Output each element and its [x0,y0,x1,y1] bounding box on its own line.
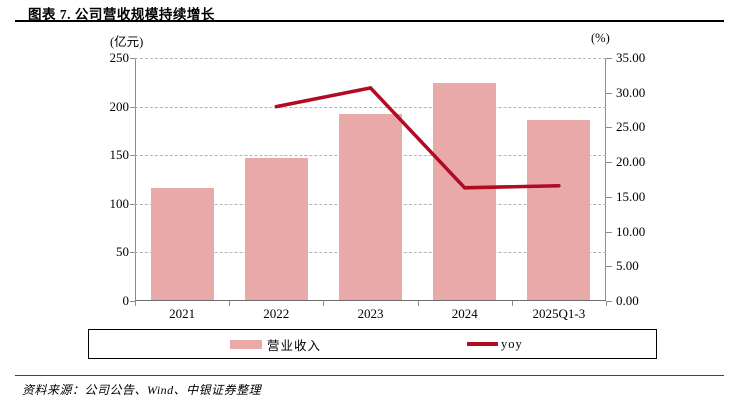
left-axis-line [135,58,136,301]
left-axis-tick [130,252,135,254]
x-axis-category-label: 2024 [451,306,478,321]
figure-title: 图表 7. 公司营收规模持续增长 [28,7,215,22]
x-axis-tick [417,301,419,306]
right-axis-tick-label: 35.00 [616,50,646,65]
yoy-line-swatch-icon [467,342,498,346]
revenue-bar [527,120,591,300]
right-axis-tick [606,127,612,129]
revenue-bar [433,83,497,300]
x-axis-tick [229,301,231,306]
legend: 营业收入 yoy [88,329,657,359]
revenue-bar-swatch-icon [230,339,262,349]
yoy-line [274,85,561,190]
x-axis-tick [323,301,325,306]
left-axis-tick-label: 200 [109,98,130,114]
right-axis-tick-label: 25.00 [616,119,646,135]
legend-label-yoy: yoy [501,336,523,351]
left-axis-tick-label: 250 [109,50,130,65]
revenue-bar [150,188,214,300]
legend-item-yoy: yoy [467,330,523,358]
left-axis-tick [130,203,135,205]
left-axis-tick-label: 50 [116,244,129,260]
right-axis-tick-label: 20.00 [616,154,646,170]
right-axis-tick [606,231,612,233]
right-axis-tick [606,301,612,302]
left-axis-tick-label: 150 [109,147,130,163]
x-axis-tick [606,301,607,306]
left-axis-tick [130,106,135,108]
source-note: 资料来源：公司公告、Wind、中银证券整理 [22,383,262,397]
left-axis-tick [130,58,135,59]
gridline [135,106,606,108]
right-axis-tick [606,162,612,164]
x-axis-category-label: 2021 [169,306,196,321]
plot-area [135,58,606,301]
right-axis-tick-label: 10.00 [616,223,646,239]
right-axis-tick [606,92,612,94]
right-axis-tick-label: 30.00 [616,84,646,100]
right-axis-tick-label: 0.00 [616,293,639,308]
left-axis-tick-label: 0 [122,293,130,308]
right-axis-tick-label: 15.00 [616,188,646,204]
x-axis-tick [511,301,513,306]
right-axis-line [605,58,606,301]
right-axis-unit-label: (%) [591,31,610,45]
x-axis-category-label: 2023 [357,306,384,321]
right-axis-tick [606,58,612,59]
x-axis-line [135,300,606,301]
revenue-bar [244,158,308,300]
gridline [135,58,606,59]
x-axis-category-label: 2022 [263,306,290,321]
footer-divider [15,375,724,376]
x-axis-category-label: 2025Q1-3 [532,306,586,321]
revenue-bar [339,114,402,300]
left-axis-tick [130,301,135,302]
legend-label-revenue: 营业收入 [267,338,322,353]
right-axis-tick-label: 5.00 [616,258,639,274]
left-axis-tick [130,155,135,157]
left-axis-tick-label: 100 [109,195,130,211]
x-axis-tick [135,301,136,306]
legend-item-revenue: 营业收入 [230,330,321,358]
right-axis-tick [606,196,612,198]
title-divider [15,20,724,22]
left-axis-unit-label: (亿元) [110,35,144,49]
right-axis-tick [606,266,612,268]
